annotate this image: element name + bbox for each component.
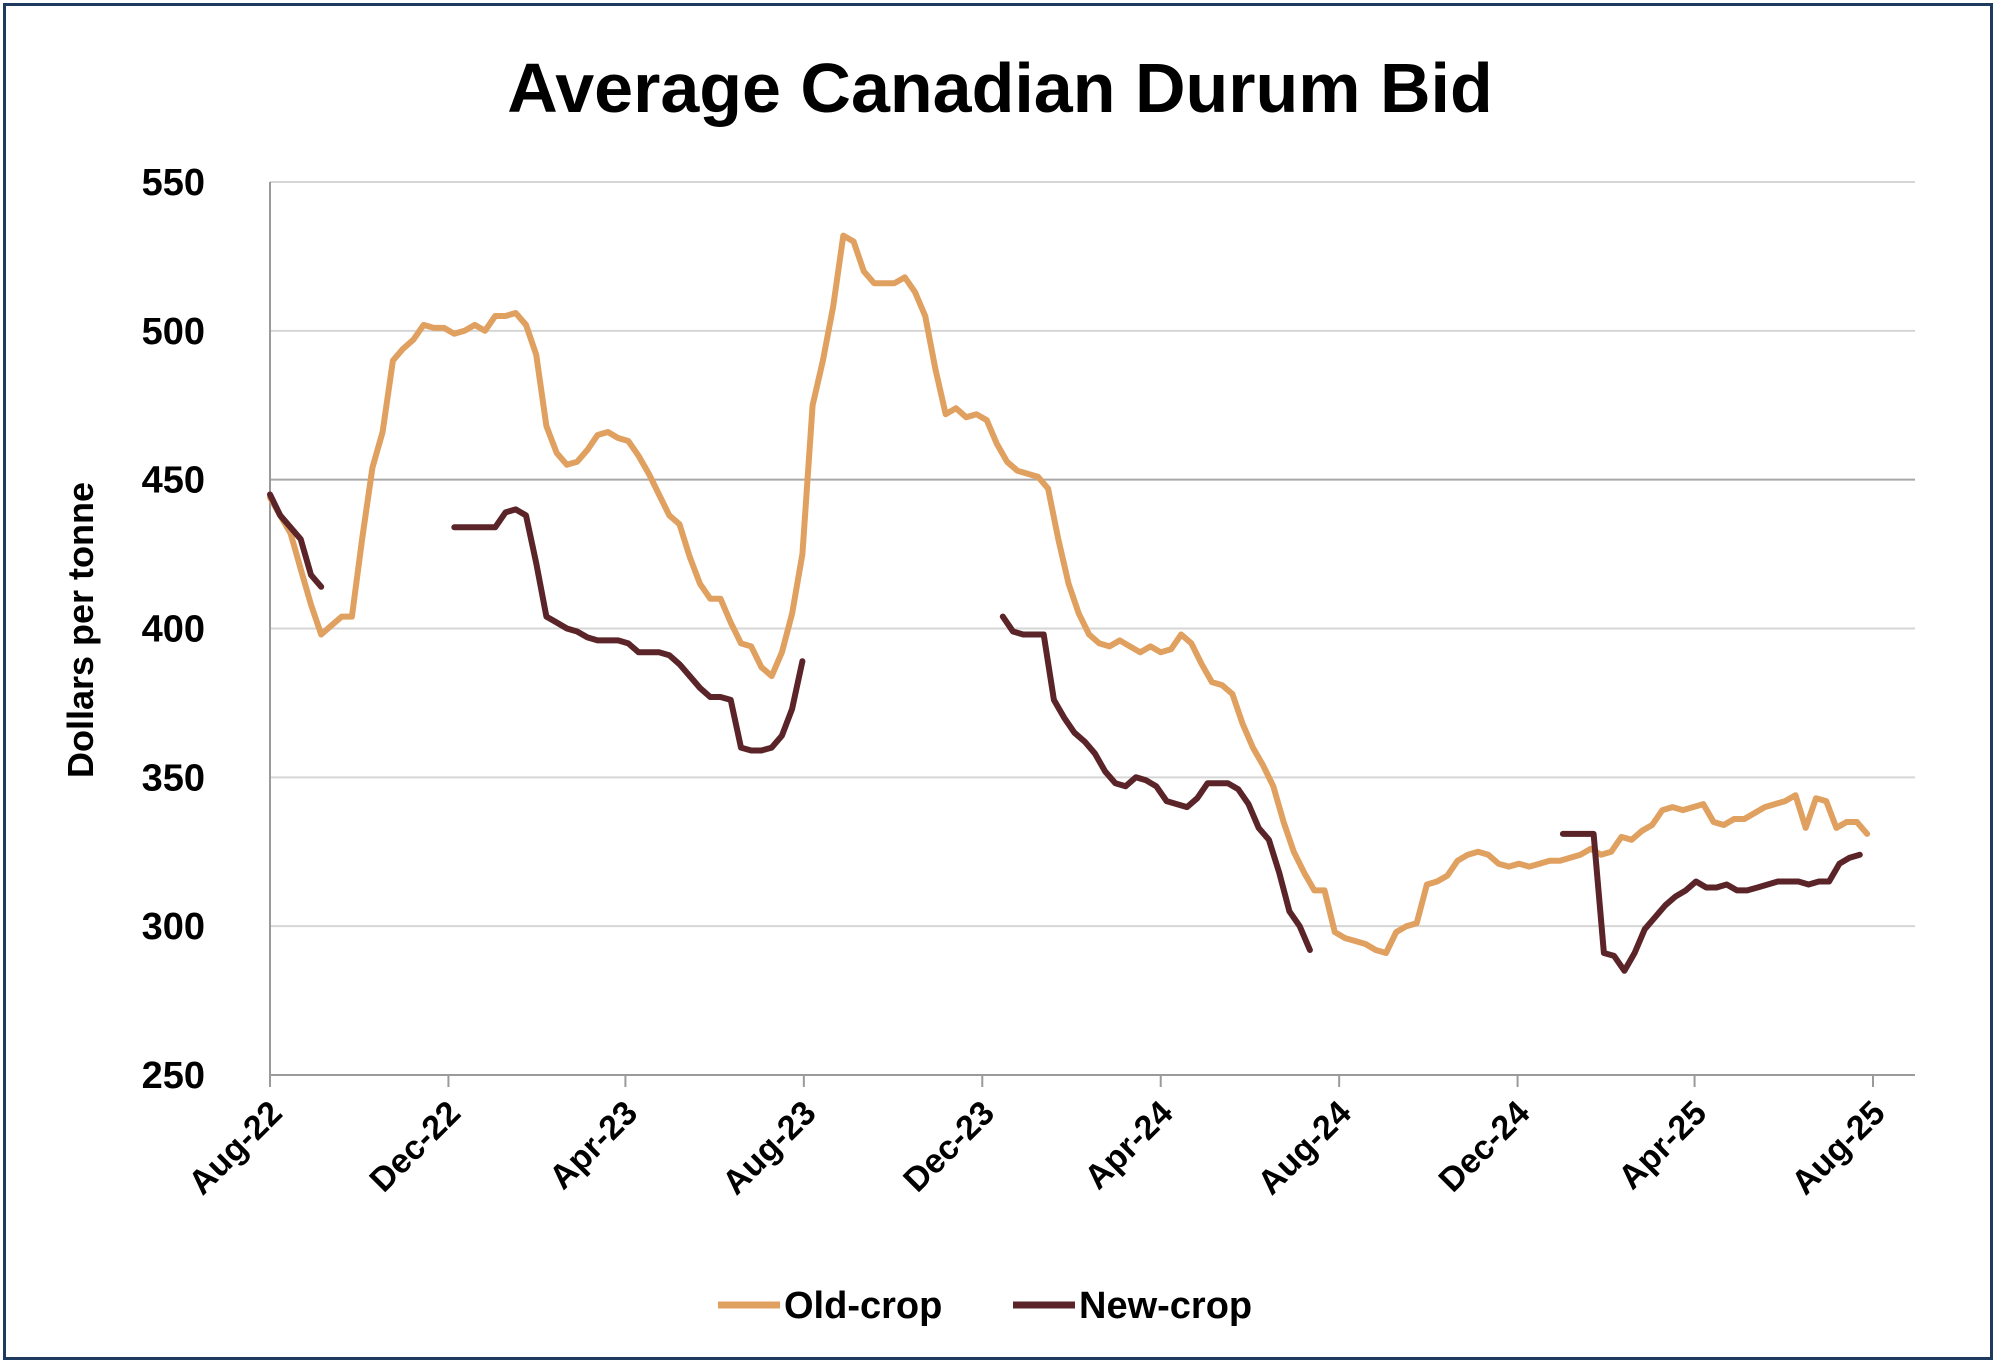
series-lines [267,232,1871,974]
y-axis-label: Dollars per tonne [60,482,101,778]
new-crop-line-segment-2 [451,506,806,754]
gridlines [270,181,1915,928]
old-crop-legend-label: Old-crop [784,1285,942,1327]
y-tick-labels: 250 300 350 400 450 500 550 [142,162,205,1097]
y-tick-label-300: 300 [142,906,205,948]
x-tick-label-Apr-24: Apr-24 [1077,1094,1180,1197]
x-tick-label-Dec-22: Dec-22 [362,1094,468,1200]
old-crop-line-segment-1 [267,232,1871,956]
y-tick-label-550: 550 [142,162,205,204]
y-tick-label-450: 450 [142,460,205,502]
chart-frame [3,3,1993,1360]
x-tick-labels: Aug-22 Dec-22 Apr-23 Aug-23 Dec-23 Apr-24 Aug-… [181,1094,1892,1202]
y-tick-label-250: 250 [142,1055,205,1097]
chart-title: Average Canadian Durum Bid [507,49,1492,127]
new-crop-legend-label: New-crop [1079,1285,1252,1327]
x-tick-label-Aug-23: Aug-23 [715,1094,823,1202]
x-tick-label-Apr-25: Apr-25 [1611,1094,1714,1197]
y-tick-label-350: 350 [142,757,205,799]
new-crop-line-segment-1 [267,491,325,590]
x-tick-label-Aug-25: Aug-25 [1784,1094,1892,1202]
x-tick-label-Aug-24: Aug-24 [1250,1094,1358,1202]
axes [269,182,1915,1087]
x-tick-label-Apr-23: Apr-23 [542,1094,645,1197]
y-tick-label-400: 400 [142,609,205,651]
x-tick-label-Dec-24: Dec-24 [1432,1094,1538,1200]
x-tick-label-Dec-23: Dec-23 [896,1094,1002,1200]
new-crop-line-segment-3 [999,613,1313,953]
new-crop-line-segment-4 [1559,830,1863,974]
x-tick-label-Aug-22: Aug-22 [181,1094,289,1202]
y-tick-label-500: 500 [142,311,205,353]
legend: Old-crop New-crop [718,1285,1252,1327]
